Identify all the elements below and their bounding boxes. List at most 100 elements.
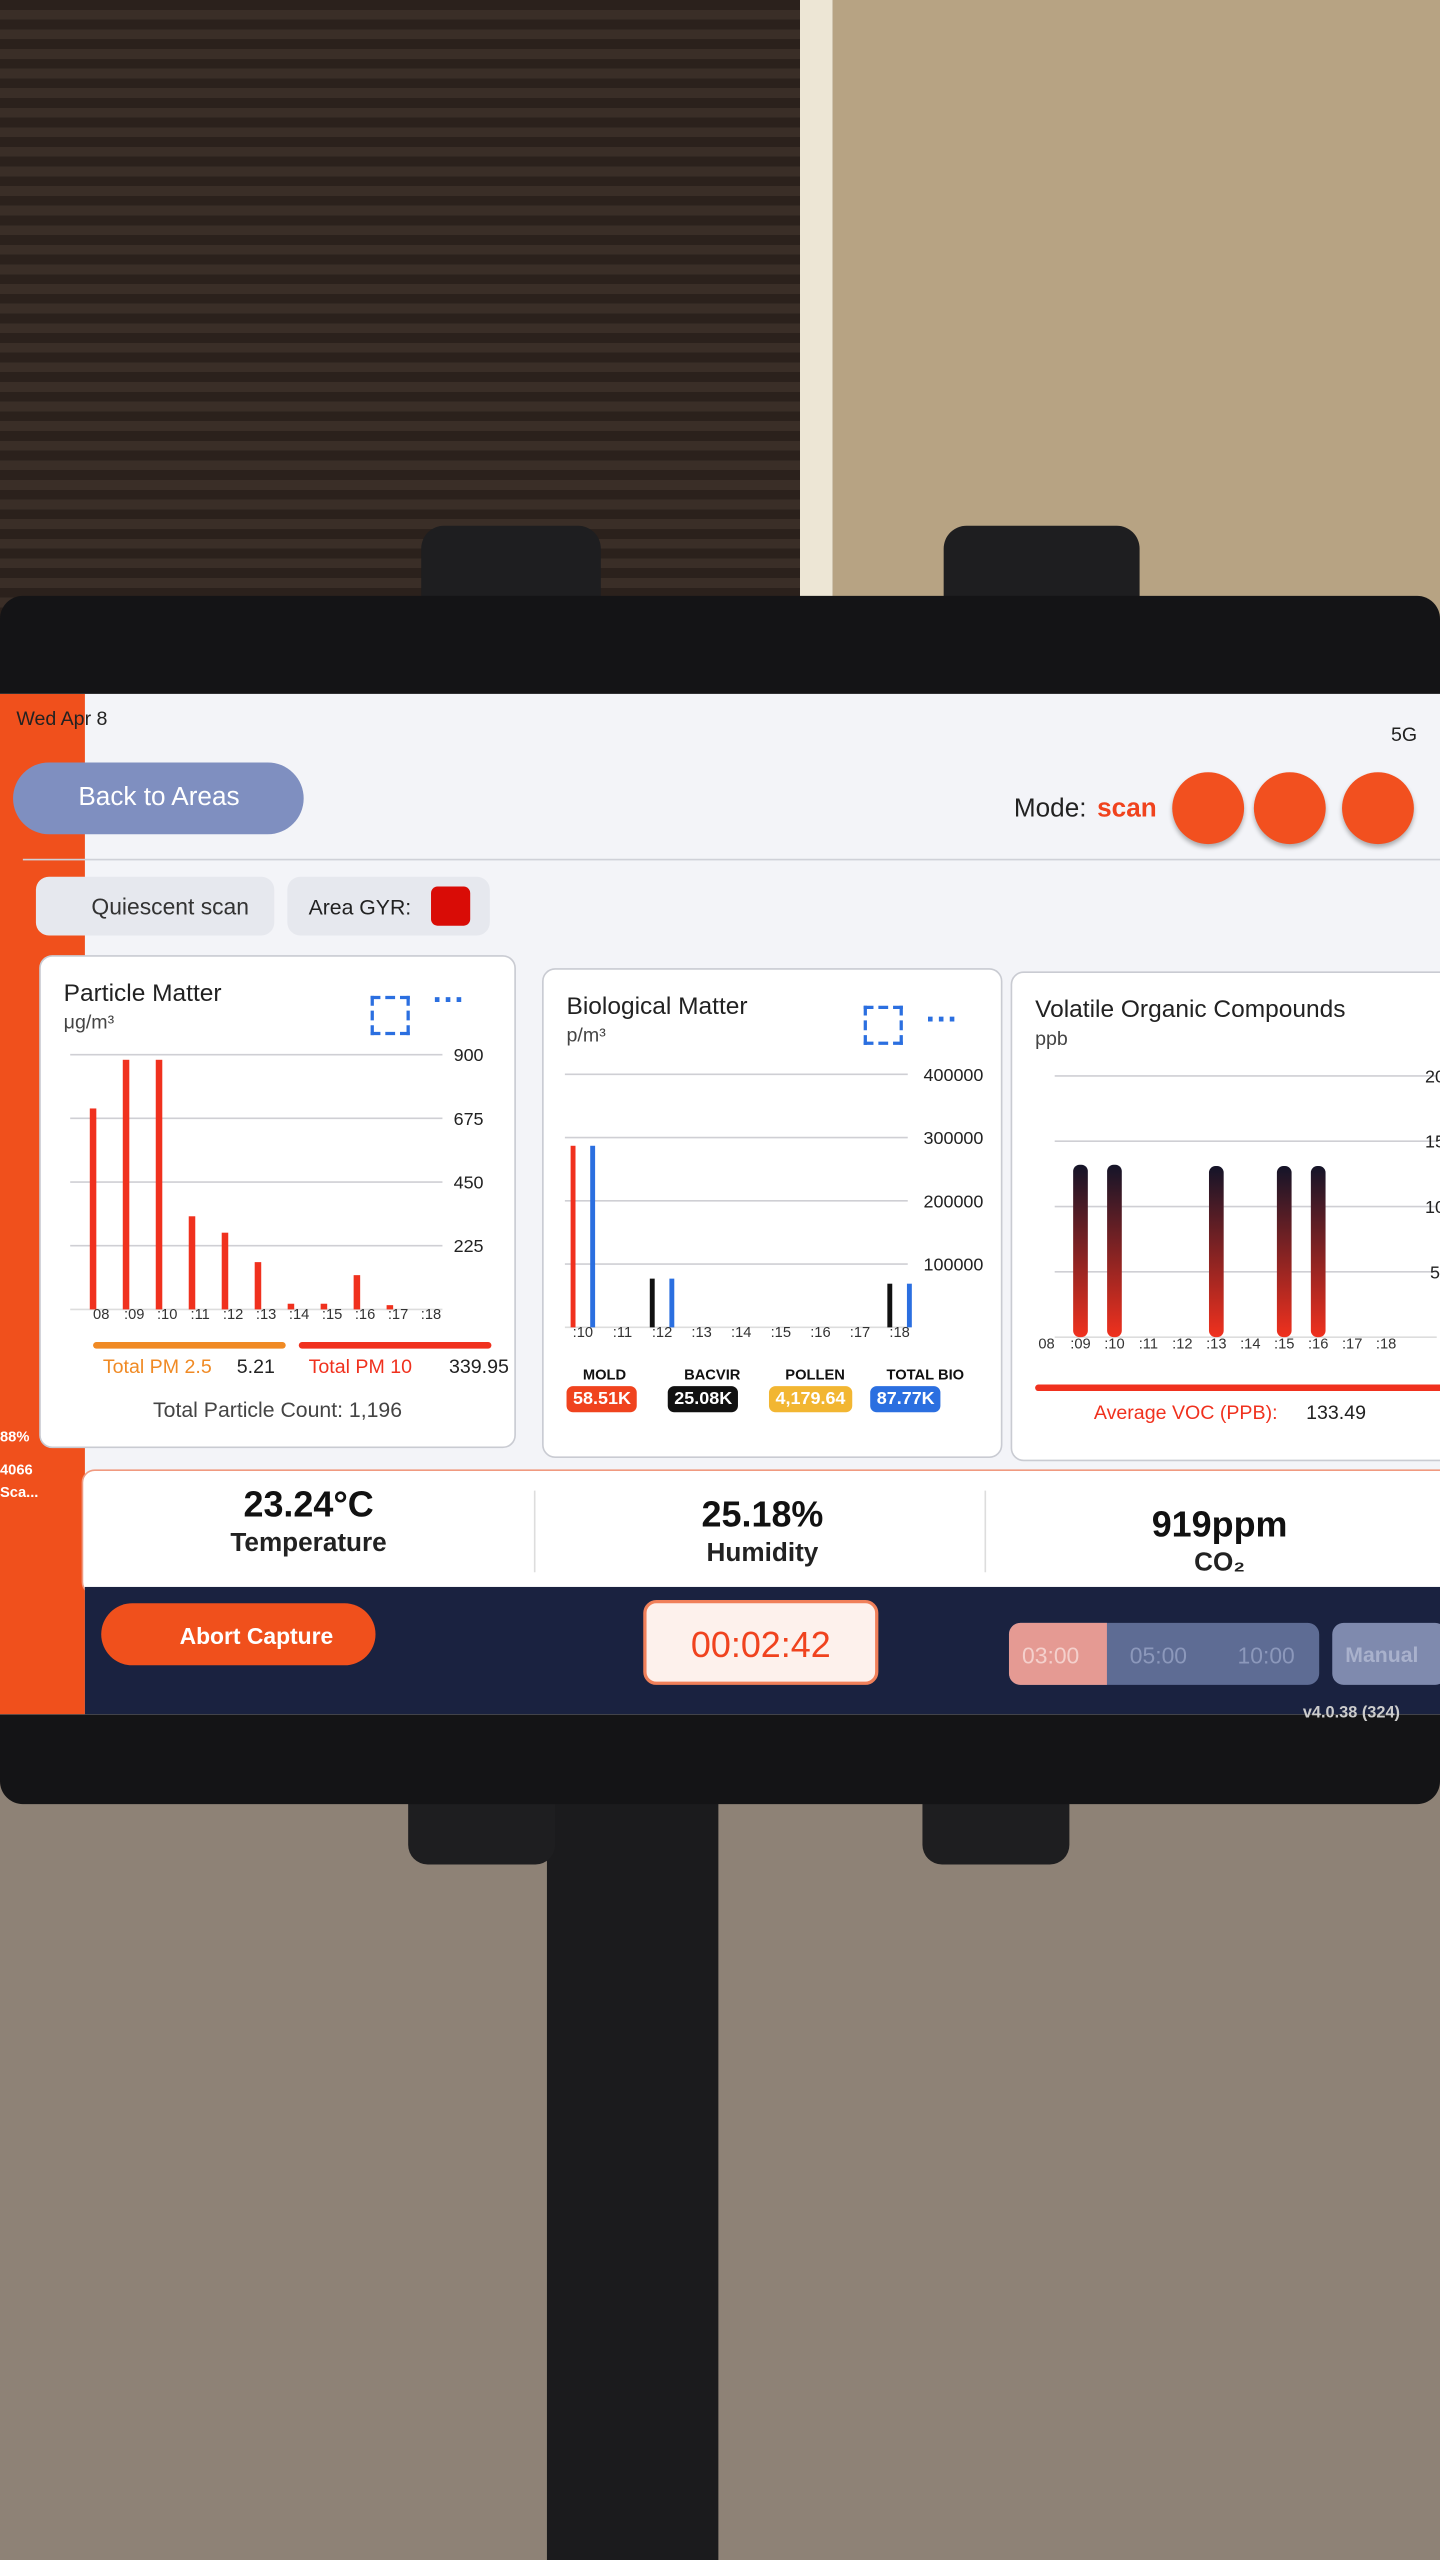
light-strip xyxy=(799,0,833,621)
y-tick-label: 675 xyxy=(454,1109,484,1129)
more-icon[interactable]: ··· xyxy=(432,982,466,1019)
duration-option[interactable]: 03:00 xyxy=(1022,1642,1080,1669)
manual-button[interactable]: Manual xyxy=(1332,1622,1440,1685)
bar xyxy=(590,1145,596,1328)
more-icon[interactable]: ··· xyxy=(925,1002,959,1039)
scan-type-chip[interactable]: Quiescent scan xyxy=(35,876,275,936)
y-tick-label: 225 xyxy=(454,1236,484,1256)
duration-active xyxy=(1008,1622,1107,1685)
chart: 200 150 100 50 08:09:10:11:12:13:14:15:16:17… xyxy=(1038,1066,1440,1353)
bar xyxy=(287,1303,295,1310)
x-tick-label: :17 xyxy=(850,1325,870,1341)
badge-label: TOTAL BIO xyxy=(886,1366,965,1383)
check-button[interactable] xyxy=(1172,772,1245,845)
x-tick-label: :10 xyxy=(573,1325,593,1341)
summary-bar xyxy=(93,1342,286,1349)
abort-button[interactable]: Abort Capture xyxy=(101,1603,376,1666)
card-title: Particle Matter xyxy=(63,979,222,1008)
card-title: Volatile Organic Compounds xyxy=(1035,995,1346,1024)
x-tick-label: 08 xyxy=(93,1307,109,1323)
bar xyxy=(906,1283,912,1328)
badge-label: BACVIR xyxy=(684,1366,741,1383)
y-tick-label: 100000 xyxy=(924,1255,984,1275)
back-label: Back to Areas xyxy=(78,783,240,812)
x-tick-label: :12 xyxy=(223,1307,243,1323)
card-unit: μg/m³ xyxy=(63,1010,115,1034)
x-tick-label: :18 xyxy=(1376,1337,1396,1353)
summary-label: Average VOC (PPB): xyxy=(1093,1400,1278,1424)
x-tick-label: :16 xyxy=(810,1325,830,1341)
bar xyxy=(89,1108,97,1310)
x-tick-label: :13 xyxy=(1206,1337,1226,1353)
y-tick-label: 900 xyxy=(454,1045,484,1065)
bar xyxy=(221,1232,229,1310)
status-network: 5G xyxy=(1391,723,1418,747)
area-color xyxy=(431,886,471,926)
badge-value: 25.08K xyxy=(667,1386,739,1413)
bar xyxy=(353,1275,361,1310)
bar xyxy=(1073,1164,1088,1338)
x-tick-label: :15 xyxy=(1274,1337,1294,1353)
metric-label: CO₂ xyxy=(1194,1549,1245,1578)
metric-divider xyxy=(533,1490,536,1573)
metric-label: Temperature xyxy=(230,1529,387,1558)
mode-value: scan xyxy=(1097,795,1157,823)
wall xyxy=(832,0,1440,621)
bar xyxy=(649,1278,655,1328)
metric-divider xyxy=(984,1490,987,1573)
stand-pole xyxy=(546,1787,719,2560)
version: v4.0.38 (324) xyxy=(1302,1704,1400,1723)
particle-card: Particle Matter μg/m³ ··· 900 675 450 225 08:09… xyxy=(39,955,516,1449)
badge-label: POLLEN xyxy=(785,1366,845,1383)
x-tick-label: :10 xyxy=(157,1307,177,1323)
x-tick-label: :14 xyxy=(1240,1337,1260,1353)
sidebar-count: 4066 xyxy=(0,1461,33,1478)
x-tick-label: :18 xyxy=(421,1307,441,1323)
expand-icon[interactable] xyxy=(370,995,410,1036)
x-tick-label: :14 xyxy=(731,1325,751,1341)
x-tick-label: :14 xyxy=(289,1307,309,1323)
bar xyxy=(122,1059,130,1310)
camera-button[interactable] xyxy=(1342,772,1414,845)
y-tick-label: 200000 xyxy=(924,1191,984,1211)
sidebar-scan: Sca... xyxy=(0,1484,39,1501)
manual-label: Manual xyxy=(1345,1642,1419,1667)
metric-label: Humidity xyxy=(706,1539,819,1568)
badge-value: 58.51K xyxy=(566,1386,638,1413)
bar xyxy=(669,1278,675,1328)
bar xyxy=(188,1216,196,1310)
area-label: Area GYR: xyxy=(308,894,412,920)
carpet xyxy=(0,1787,1440,2560)
badge-value: 4,179.64 xyxy=(768,1386,852,1413)
abort-label: Abort Capture xyxy=(179,1622,334,1649)
bar xyxy=(1107,1164,1122,1338)
back-button[interactable]: Back to Areas xyxy=(13,762,304,835)
x-tick-label: :13 xyxy=(691,1325,711,1341)
badge-label: MOLD xyxy=(582,1366,627,1383)
badge-value: 87.77K xyxy=(870,1386,942,1413)
notes-button[interactable] xyxy=(1253,772,1326,845)
metrics-box: 23.24°C Temperature 25.18% Humidity 919p… xyxy=(81,1469,1440,1596)
area-chip[interactable]: Area GYR: xyxy=(287,876,490,936)
bar xyxy=(386,1305,394,1310)
card-title: Biological Matter xyxy=(566,992,748,1021)
bar xyxy=(1310,1166,1326,1338)
x-tick-label: :11 xyxy=(1139,1337,1158,1353)
bar xyxy=(1276,1166,1292,1338)
duration-option[interactable]: 10:00 xyxy=(1237,1642,1295,1669)
bio-card: Biological Matter p/m³ ··· 400000 300000 2000… xyxy=(542,968,1003,1458)
y-tick-label: 300000 xyxy=(924,1128,984,1148)
bar xyxy=(155,1059,163,1310)
tablet-screen: 88% 4066 Sca... Wed Apr 8 5G Back to Are… xyxy=(0,693,1440,1715)
timer: 00:02:42 xyxy=(643,1599,879,1685)
y-tick-label: 100 xyxy=(1425,1197,1440,1217)
expand-icon[interactable] xyxy=(863,1005,903,1045)
summary-label: Total PM 10 xyxy=(308,1355,413,1378)
y-tick-label: 50 xyxy=(1430,1262,1440,1282)
duration-option[interactable]: 05:00 xyxy=(1129,1642,1188,1669)
chart: 900 675 450 225 08:09:10:11:12:13:14:15:16:1… xyxy=(70,1045,484,1323)
x-tick-label: :17 xyxy=(388,1307,408,1323)
summary-bar xyxy=(1035,1384,1440,1392)
x-tick-label: :11 xyxy=(613,1325,632,1341)
